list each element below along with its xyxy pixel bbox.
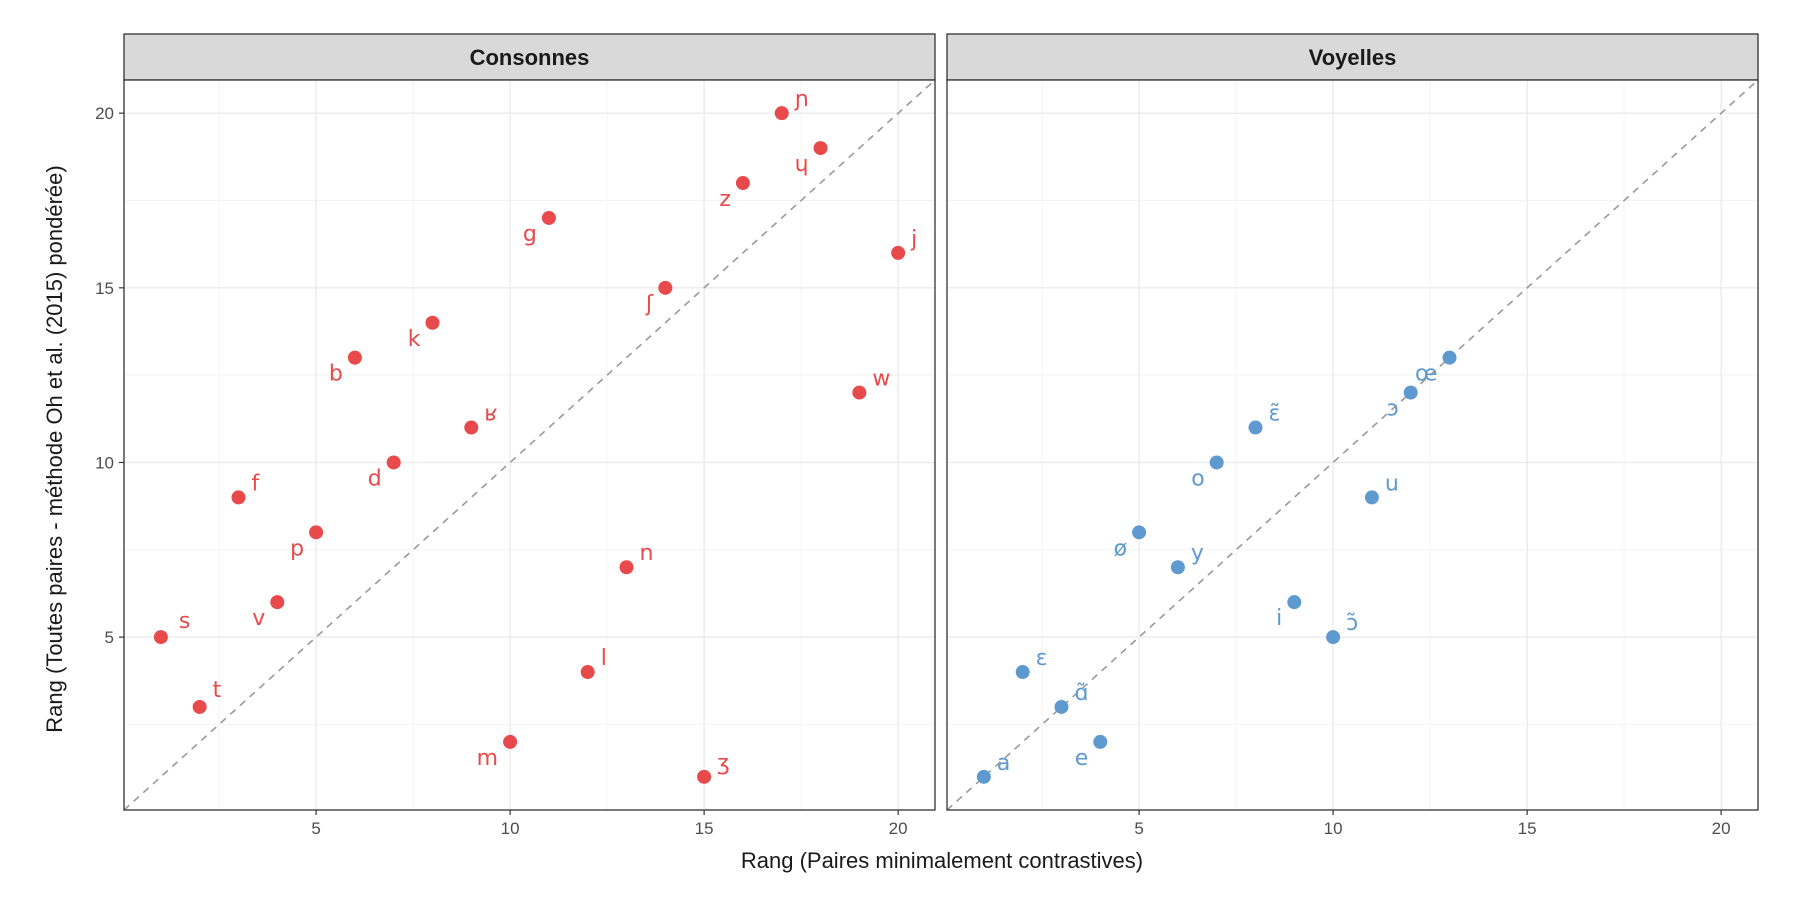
point-label: ɲ bbox=[794, 87, 809, 112]
data-point bbox=[153, 630, 168, 645]
data-point bbox=[231, 490, 246, 505]
data-point bbox=[1326, 630, 1341, 645]
data-point bbox=[270, 595, 285, 610]
facet-panel: Voyelles 5 10 15 20 a ɛ ɑ̃ e ø y o ɛ̃ i ɔ̃ u ɔœ bbox=[946, 33, 1759, 838]
data-point bbox=[1287, 595, 1302, 610]
point-label: ɥ bbox=[795, 152, 809, 177]
x-tick-label: 20 bbox=[889, 819, 908, 838]
data-point bbox=[658, 280, 673, 295]
data-point bbox=[580, 665, 595, 680]
point-label: b bbox=[329, 362, 343, 387]
panel-border bbox=[123, 79, 936, 811]
x-tick-label: 20 bbox=[1712, 819, 1731, 838]
point-label: g bbox=[523, 222, 537, 247]
data-point bbox=[735, 176, 750, 191]
point-label: ø bbox=[1114, 536, 1127, 561]
data-point bbox=[1170, 560, 1185, 575]
x-tick-label: 5 bbox=[311, 819, 320, 838]
point-label: t bbox=[213, 678, 222, 703]
point-label: ʃ bbox=[645, 292, 654, 317]
data-point bbox=[891, 245, 906, 260]
data-point bbox=[386, 455, 401, 470]
y-tick-label: 10 bbox=[95, 453, 114, 472]
y-axis-title: Rang (Toutes paires - méthode Oh et al. … bbox=[42, 165, 67, 732]
data-point bbox=[1132, 525, 1147, 540]
data-point bbox=[1403, 385, 1418, 400]
x-axis-title: Rang (Paires minimalement contrastives) bbox=[741, 848, 1143, 873]
point-label: i bbox=[1276, 606, 1282, 631]
point-label: s bbox=[179, 609, 190, 634]
point-label: ɔ bbox=[1387, 397, 1399, 422]
panel-border bbox=[946, 79, 1759, 811]
point-label: w bbox=[872, 367, 890, 392]
x-tick-label: 5 bbox=[1134, 819, 1143, 838]
data-point bbox=[309, 525, 324, 540]
point-label: f bbox=[251, 471, 260, 496]
data-point bbox=[976, 769, 991, 784]
data-point bbox=[541, 210, 556, 225]
point-label: o bbox=[1191, 466, 1204, 491]
facet-strip bbox=[123, 33, 936, 81]
data-point bbox=[619, 560, 634, 575]
point-label: ɑ̃ bbox=[1074, 681, 1088, 706]
point-label: u bbox=[1385, 471, 1399, 496]
panel-background bbox=[124, 80, 935, 810]
x-tick-label: 15 bbox=[695, 819, 714, 838]
point-label: a bbox=[997, 751, 1010, 776]
x-tick-label: 15 bbox=[1518, 819, 1537, 838]
point-label: v bbox=[252, 606, 265, 631]
data-point bbox=[347, 350, 362, 365]
point-label: ɔ̃ bbox=[1346, 611, 1358, 636]
facet-strip bbox=[946, 33, 1759, 81]
data-point bbox=[425, 315, 440, 330]
point-label: œ bbox=[1415, 362, 1438, 387]
data-point bbox=[1364, 490, 1379, 505]
point-label: ɛ bbox=[1036, 646, 1048, 671]
data-point bbox=[464, 420, 479, 435]
point-label: l bbox=[601, 646, 607, 671]
y-tick-label: 5 bbox=[105, 628, 114, 647]
point-label: n bbox=[640, 541, 654, 566]
x-tick-label: 10 bbox=[1324, 819, 1343, 838]
data-point bbox=[774, 106, 789, 121]
facet-panel: Consonnes 5 10 15 20 5 10 15 20 s t f v p b d k ʁ m g l n ʃ ʒ z ɲ… bbox=[95, 33, 936, 838]
panels: Consonnes 5 10 15 20 5 10 15 20 s t f v p b d k ʁ m g l n ʃ ʒ z ɲ… bbox=[95, 33, 1759, 838]
x-tick-label: 10 bbox=[501, 819, 520, 838]
facet-title: Consonnes bbox=[470, 45, 590, 70]
point-label: y bbox=[1191, 541, 1204, 566]
data-point bbox=[813, 141, 828, 156]
point-label: ɛ̃ bbox=[1268, 402, 1280, 427]
data-point bbox=[1248, 420, 1263, 435]
data-point bbox=[1093, 734, 1108, 749]
point-label: p bbox=[290, 536, 304, 561]
data-point bbox=[1054, 699, 1069, 714]
point-label: ʒ bbox=[717, 751, 730, 776]
data-point bbox=[1209, 455, 1224, 470]
point-label: e bbox=[1075, 746, 1089, 771]
y-tick-label: 20 bbox=[95, 104, 114, 123]
data-point bbox=[192, 699, 207, 714]
point-label: d bbox=[368, 466, 382, 491]
facet-title: Voyelles bbox=[1309, 45, 1397, 70]
panel-background bbox=[947, 80, 1758, 810]
point-label: ʁ bbox=[484, 402, 497, 427]
data-point bbox=[852, 385, 867, 400]
point-label: z bbox=[719, 187, 731, 212]
data-point bbox=[1442, 350, 1457, 365]
data-point bbox=[503, 734, 518, 749]
data-point bbox=[697, 769, 712, 784]
point-label: m bbox=[477, 746, 498, 771]
data-point bbox=[1015, 665, 1030, 680]
point-label: j bbox=[910, 227, 917, 252]
y-tick-label: 15 bbox=[95, 279, 114, 298]
point-label: k bbox=[408, 327, 421, 352]
